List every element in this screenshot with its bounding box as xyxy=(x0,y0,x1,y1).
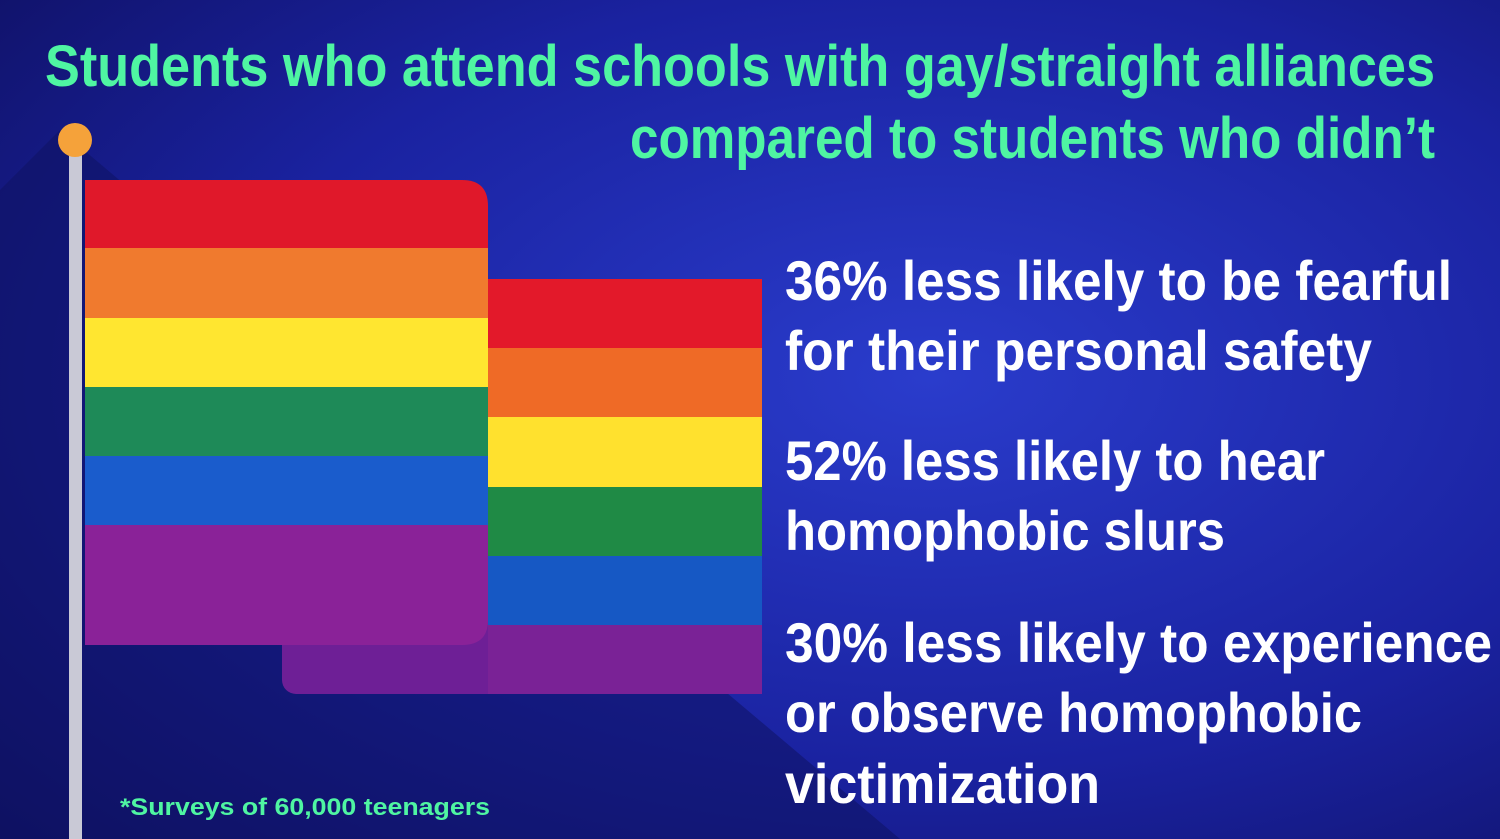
stripe xyxy=(488,556,762,625)
stripe xyxy=(85,456,488,525)
stripe xyxy=(85,248,488,318)
title-line: compared to students who didn’t xyxy=(630,106,1435,171)
title-line: Students who attend schools with gay/str… xyxy=(45,34,1435,99)
stat-line: 52% less likely to hear xyxy=(785,429,1325,492)
stripe xyxy=(488,625,762,694)
stripe xyxy=(85,318,488,387)
pole-finial xyxy=(58,123,92,157)
stripe xyxy=(85,525,488,645)
stripe xyxy=(488,487,762,556)
stripe xyxy=(85,387,488,456)
flag-pole xyxy=(69,140,82,839)
stat-line: 30% less likely to experience xyxy=(785,611,1492,674)
stripe xyxy=(488,417,762,487)
stripe xyxy=(488,348,762,417)
stat-line: victimization xyxy=(785,752,1100,815)
stripe xyxy=(488,279,762,348)
stripe xyxy=(85,180,488,248)
stat-line: or observe homophobic xyxy=(785,681,1362,744)
flag xyxy=(58,123,762,839)
footnote: *Surveys of 60,000 teenagers xyxy=(120,794,490,821)
stat-line: for their personal safety xyxy=(785,319,1372,382)
stat-line: homophobic slurs xyxy=(785,499,1225,562)
stat-line: 36% less likely to be fearful xyxy=(785,249,1452,312)
